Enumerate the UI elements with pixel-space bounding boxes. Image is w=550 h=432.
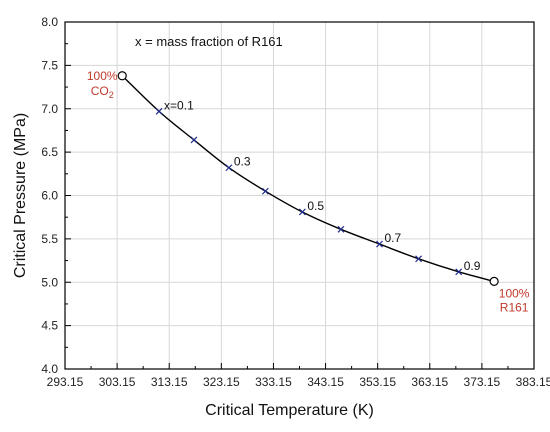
end-endpoint-label-percent: 100% xyxy=(499,286,530,300)
x-tick-label: 343.15 xyxy=(307,375,344,389)
data-point-marker xyxy=(415,255,422,263)
x-tick-label: 363.15 xyxy=(411,375,448,389)
x-tick-label: 313.15 xyxy=(151,375,188,389)
co2-subscript: 2 xyxy=(109,90,114,100)
data-point-marker xyxy=(298,208,306,216)
y-tick-label: 5.0 xyxy=(41,275,58,289)
y-tick-label: 7.5 xyxy=(41,58,58,72)
y-tick-label: 6.5 xyxy=(41,145,58,159)
data-point-marker xyxy=(155,107,163,115)
co2-main: CO xyxy=(91,84,109,98)
data-point-marker xyxy=(261,187,269,195)
mass-fraction-label: 0.5 xyxy=(307,199,324,213)
data-point-marker xyxy=(337,225,345,233)
end-endpoint-marker xyxy=(489,276,499,286)
y-tick-labels: 4.0 4.5 5.0 5.5 6.0 6.5 7.0 7.5 8.0 xyxy=(41,15,58,376)
y-axis-title: Critical Pressure (MPa) xyxy=(12,113,29,278)
x-tick-label: 373.15 xyxy=(464,375,501,389)
x-tick-label: 383.15 xyxy=(516,375,550,389)
data-point-marker xyxy=(455,268,463,276)
y-tick-label: 6.0 xyxy=(41,189,58,203)
data-point-marker xyxy=(376,240,383,248)
mass-fraction-labels: x=0.1 0.3 0.5 0.7 0.9 xyxy=(164,98,481,272)
start-endpoint-label-co2: CO2 xyxy=(91,84,114,100)
mass-fraction-label: 0.3 xyxy=(234,155,251,169)
x-tick-label: 293.15 xyxy=(47,375,84,389)
x-tick-label: 353.15 xyxy=(359,375,396,389)
y-tick-label: 5.5 xyxy=(41,232,58,246)
x-axis-title: Critical Temperature (K) xyxy=(205,402,374,419)
x-tick-labels: 293.15 303.15 313.15 323.15 333.15 343.15 353.… xyxy=(47,375,550,389)
x-tick-label: 323.15 xyxy=(203,375,240,389)
start-endpoint-marker xyxy=(117,71,127,81)
data-point-marker xyxy=(225,164,233,172)
axis-ticks xyxy=(64,21,535,370)
mass-fraction-label: 0.7 xyxy=(384,231,401,245)
end-endpoint-label-r161: R161 xyxy=(500,300,529,314)
y-tick-label: 7.0 xyxy=(41,102,58,116)
x-tick-label: 303.15 xyxy=(99,375,136,389)
data-point-marker xyxy=(190,136,198,144)
mass-fraction-label: x=0.1 xyxy=(164,98,194,112)
data-markers xyxy=(155,107,463,276)
y-tick-label: 4.5 xyxy=(41,319,58,333)
mass-fraction-label: 0.9 xyxy=(464,259,481,273)
grid-lines xyxy=(65,22,534,369)
start-endpoint-label-percent: 100% xyxy=(87,69,118,83)
mass-fraction-annotation: x = mass fraction of R161 xyxy=(135,34,283,49)
y-tick-label: 8.0 xyxy=(41,15,58,29)
y-tick-label: 4.0 xyxy=(41,362,58,376)
x-tick-label: 333.15 xyxy=(255,375,292,389)
